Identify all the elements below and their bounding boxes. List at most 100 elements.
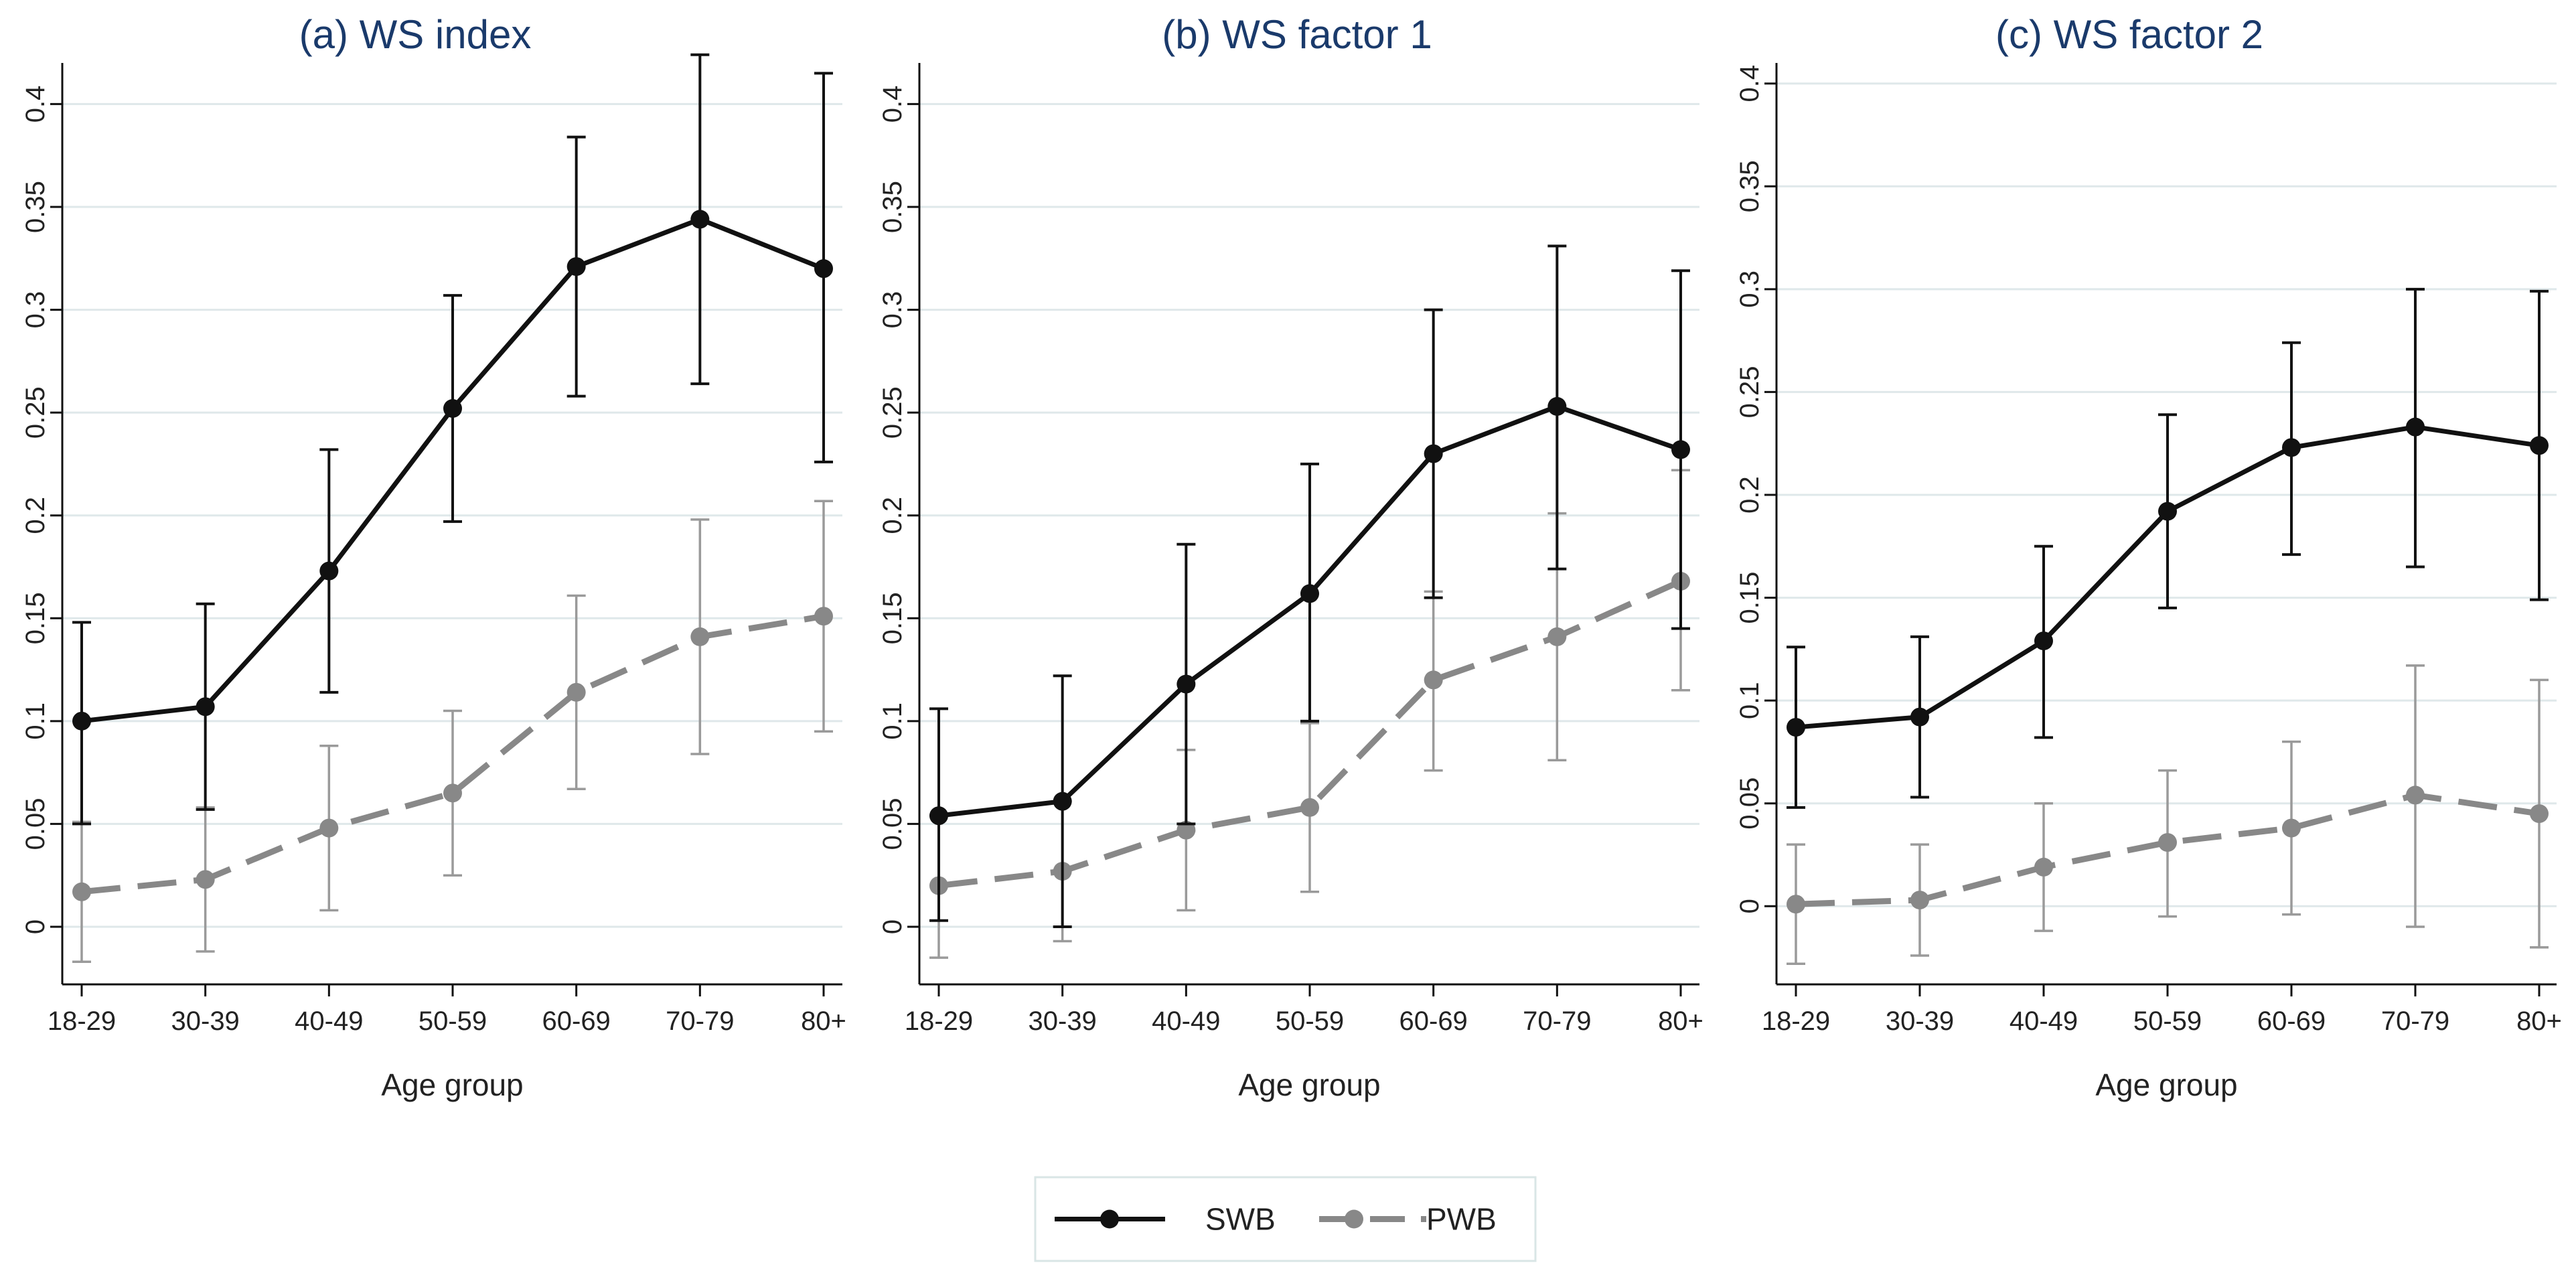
pwb-data-point xyxy=(319,818,339,838)
swb-data-point xyxy=(1910,707,1929,727)
x-tick-label: 40-49 xyxy=(1152,1006,1220,1036)
pwb-data-point xyxy=(1424,670,1443,690)
swb-data-point xyxy=(1053,792,1072,811)
y-tick-label: 0.4 xyxy=(1735,65,1764,102)
chart-title: (b) WS factor 1 xyxy=(1162,12,1432,57)
chart-title: (c) WS factor 2 xyxy=(1995,12,2263,57)
x-tick-label: 80+ xyxy=(2516,1006,2562,1036)
legend: SWB PWB xyxy=(1034,1176,1537,1262)
swb-data-point xyxy=(1424,444,1443,463)
pwb-data-point xyxy=(1547,627,1567,646)
x-tick-label: 40-49 xyxy=(295,1006,363,1036)
swb-data-point xyxy=(2034,631,2053,651)
y-tick-label: 0.3 xyxy=(878,291,907,329)
y-tick-label: 0.1 xyxy=(21,702,50,740)
pwb-data-point xyxy=(814,607,833,626)
pwb-data-point xyxy=(2406,785,2425,805)
swb-data-point xyxy=(2158,502,2177,521)
x-tick-label: 30-39 xyxy=(171,1006,240,1036)
pwb-data-point xyxy=(566,682,586,702)
y-tick-label: 0.35 xyxy=(1735,160,1764,212)
x-axis-label: Age group xyxy=(2095,1067,2237,1102)
pwb-data-point xyxy=(2158,833,2177,852)
swb-data-point xyxy=(566,257,586,277)
chart-panel-3: 0 0.05 0.1 0.15 0.2 0.25 0.3 0.35 0.4 18-29 30-39 4… xyxy=(1735,12,2562,1102)
y-tick-label: 0.05 xyxy=(1735,777,1764,830)
pwb-data-point xyxy=(1177,820,1196,840)
swb-data-point xyxy=(814,259,833,279)
pwb-data-point xyxy=(72,882,91,901)
y-tick-label: 0.3 xyxy=(21,291,50,329)
swb-data-point xyxy=(72,711,91,731)
pwb-data-point xyxy=(443,783,462,803)
y-tick-label: 0.1 xyxy=(1735,682,1764,719)
swb-data-point xyxy=(196,697,215,717)
chart-panels: 0 0.05 0.1 0.15 0.2 0.25 0.3 0.35 0.4 18-29 30-39 4… xyxy=(21,12,2562,1102)
x-tick-label: 50-59 xyxy=(2133,1006,2202,1036)
x-tick-label: 80+ xyxy=(1658,1006,1703,1036)
y-tick-label: 0.1 xyxy=(878,702,907,740)
x-tick-label: 50-59 xyxy=(1276,1006,1344,1036)
y-tick-label: 0.05 xyxy=(21,798,50,850)
x-tick-label: 40-49 xyxy=(2010,1006,2078,1036)
pwb-data-point xyxy=(2530,804,2549,824)
y-tick-label: 0.35 xyxy=(878,181,907,233)
legend-label-swb: SWB xyxy=(1205,1202,1276,1237)
y-tick-label: 0.2 xyxy=(878,497,907,534)
pwb-data-point xyxy=(690,627,710,646)
y-tick-label: 0.25 xyxy=(878,386,907,439)
swb-data-point xyxy=(1787,718,1805,737)
x-tick-label: 70-79 xyxy=(1523,1006,1591,1036)
x-axis-label: Age group xyxy=(1238,1067,1380,1102)
legend-marker-swb xyxy=(1100,1209,1119,1229)
x-tick-label: 60-69 xyxy=(1399,1006,1468,1036)
pwb-data-point xyxy=(196,870,215,889)
legend-label-pwb: PWB xyxy=(1426,1202,1497,1237)
y-tick-label: 0 xyxy=(1735,899,1764,913)
pwb-data-point xyxy=(2034,857,2053,877)
y-tick-label: 0.4 xyxy=(878,86,907,123)
y-tick-label: 0.25 xyxy=(21,386,50,439)
swb-data-point xyxy=(690,210,710,229)
x-tick-label: 80+ xyxy=(801,1006,846,1036)
swb-data-point xyxy=(2406,417,2425,437)
swb-data-point xyxy=(1177,674,1196,694)
y-tick-label: 0.2 xyxy=(21,497,50,534)
y-tick-label: 0 xyxy=(21,919,50,934)
y-tick-label: 0.15 xyxy=(21,592,50,644)
x-tick-label: 60-69 xyxy=(2257,1006,2326,1036)
swb-data-point xyxy=(929,806,948,826)
swb-data-point xyxy=(1300,584,1319,603)
pwb-data-point xyxy=(1910,891,1929,910)
x-tick-label: 18-29 xyxy=(905,1006,973,1036)
pwb-data-point xyxy=(1300,798,1319,817)
x-tick-label: 70-79 xyxy=(2381,1006,2449,1036)
chart-title: (a) WS index xyxy=(299,12,532,57)
x-tick-label: 70-79 xyxy=(666,1006,734,1036)
y-tick-label: 0.05 xyxy=(878,798,907,850)
y-tick-label: 0 xyxy=(878,919,907,934)
pwb-data-point xyxy=(2282,818,2301,838)
pwb-data-point xyxy=(1787,895,1805,914)
x-axis-label: Age group xyxy=(381,1067,523,1102)
y-tick-label: 0.3 xyxy=(1735,271,1764,308)
x-tick-label: 30-39 xyxy=(1886,1006,1954,1036)
x-tick-label: 18-29 xyxy=(1762,1006,1830,1036)
chart-panel-1: 0 0.05 0.1 0.15 0.2 0.25 0.3 0.35 0.4 18-29 30-39 4… xyxy=(21,12,846,1102)
swb-data-point xyxy=(2530,436,2549,455)
x-tick-label: 30-39 xyxy=(1029,1006,1097,1036)
swb-data-point xyxy=(319,561,339,581)
y-tick-label: 0.15 xyxy=(1735,572,1764,624)
x-tick-label: 50-59 xyxy=(419,1006,487,1036)
y-tick-label: 0.15 xyxy=(878,592,907,644)
swb-data-point xyxy=(1547,396,1567,416)
y-tick-label: 0.2 xyxy=(1735,476,1764,514)
legend-marker-pwb xyxy=(1345,1209,1363,1229)
x-tick-label: 60-69 xyxy=(542,1006,611,1036)
swb-data-point xyxy=(443,399,462,418)
x-tick-label: 18-29 xyxy=(48,1006,116,1036)
swb-data-point xyxy=(2282,438,2301,457)
chart-panel-2: 0 0.05 0.1 0.15 0.2 0.25 0.3 0.35 0.4 18-29 30-39 4… xyxy=(878,12,1703,1102)
